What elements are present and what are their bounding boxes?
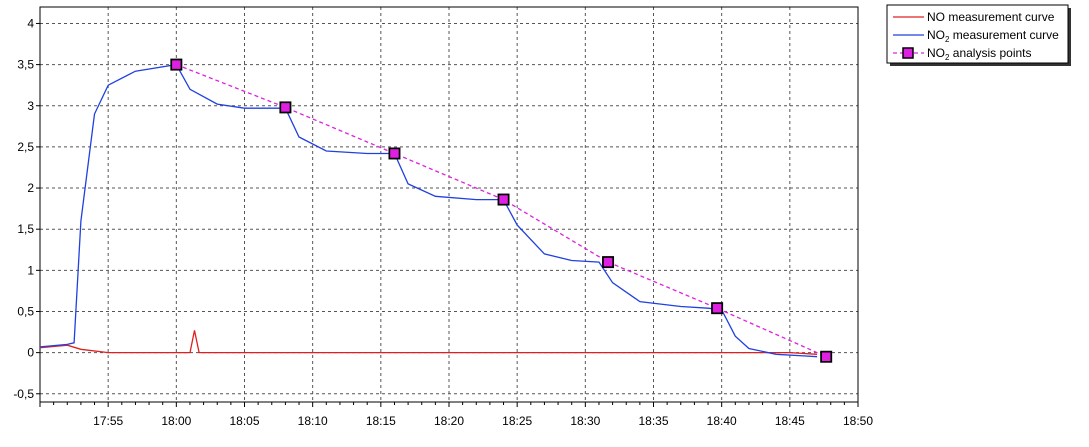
x-tick-label: 17:55 [93,414,123,428]
legend-label-2: NO2 analysis points [927,46,1032,62]
legend-label-1: NO2 measurement curve [927,28,1059,44]
y-tick-label: 3 [27,99,34,113]
analysis-point[interactable] [170,58,183,71]
x-tick-label: 18:25 [502,414,532,428]
analysis-point[interactable] [820,350,832,363]
legend-label-prefix: NO [927,46,945,60]
y-tick-label: 3,5 [17,58,34,72]
series-line-1 [39,63,818,358]
legend-label-prefix: NO [927,28,945,42]
y-tick-label: -0,5 [13,387,34,401]
y-tick-label: 1,5 [17,222,34,236]
analysis-point[interactable] [497,193,510,206]
x-axis: 17:55 18:00 18:05 18:10 18:15 18:20 18:25 18:30… [39,402,873,428]
legend-label-prefix: NO [927,10,945,24]
legend-label-suffix: analysis points [949,46,1031,60]
x-tick-label: 18:45 [775,414,805,428]
analysis-point[interactable] [602,256,614,268]
x-tick-label: 18:35 [638,414,668,428]
legend-marker [902,47,914,59]
y-tick-label: 4 [27,16,34,30]
y-tick-label: 1 [27,263,34,277]
x-tick-label: 18:40 [707,414,737,428]
analysis-point[interactable] [279,101,292,114]
legend-label-subscript: 2 [945,35,950,44]
y-axis: -0,5 0 0,5 1 1,5 2 2,5 3 3,5 4 [13,16,40,401]
y-tick-label: 2 [27,181,34,195]
y-tick-label: 2,5 [17,140,34,154]
analysis-point[interactable] [711,302,723,314]
x-tick-label: 18:10 [298,414,328,428]
y-tick-label: 0 [27,346,34,360]
legend-label-suffix: measurement curve [945,10,1055,24]
x-tick-label: 18:15 [366,414,396,428]
x-tick-label: 18:20 [434,414,464,428]
x-tick-label: 18:50 [843,414,873,428]
y-tick-label: 0,5 [17,304,34,318]
legend-label-suffix: measurement curve [949,28,1059,42]
x-tick-label: 18:30 [570,414,600,428]
legend-label-subscript: 2 [945,53,950,62]
series [39,58,833,363]
analysis-point[interactable] [388,147,401,160]
series-line-0 [39,330,818,355]
x-tick-label: 18:00 [161,414,191,428]
legend-label-0: NO measurement curve [927,10,1055,24]
x-tick-label: 18:05 [229,414,259,428]
